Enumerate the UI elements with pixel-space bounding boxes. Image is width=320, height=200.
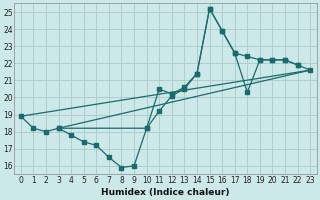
X-axis label: Humidex (Indice chaleur): Humidex (Indice chaleur) — [101, 188, 230, 197]
